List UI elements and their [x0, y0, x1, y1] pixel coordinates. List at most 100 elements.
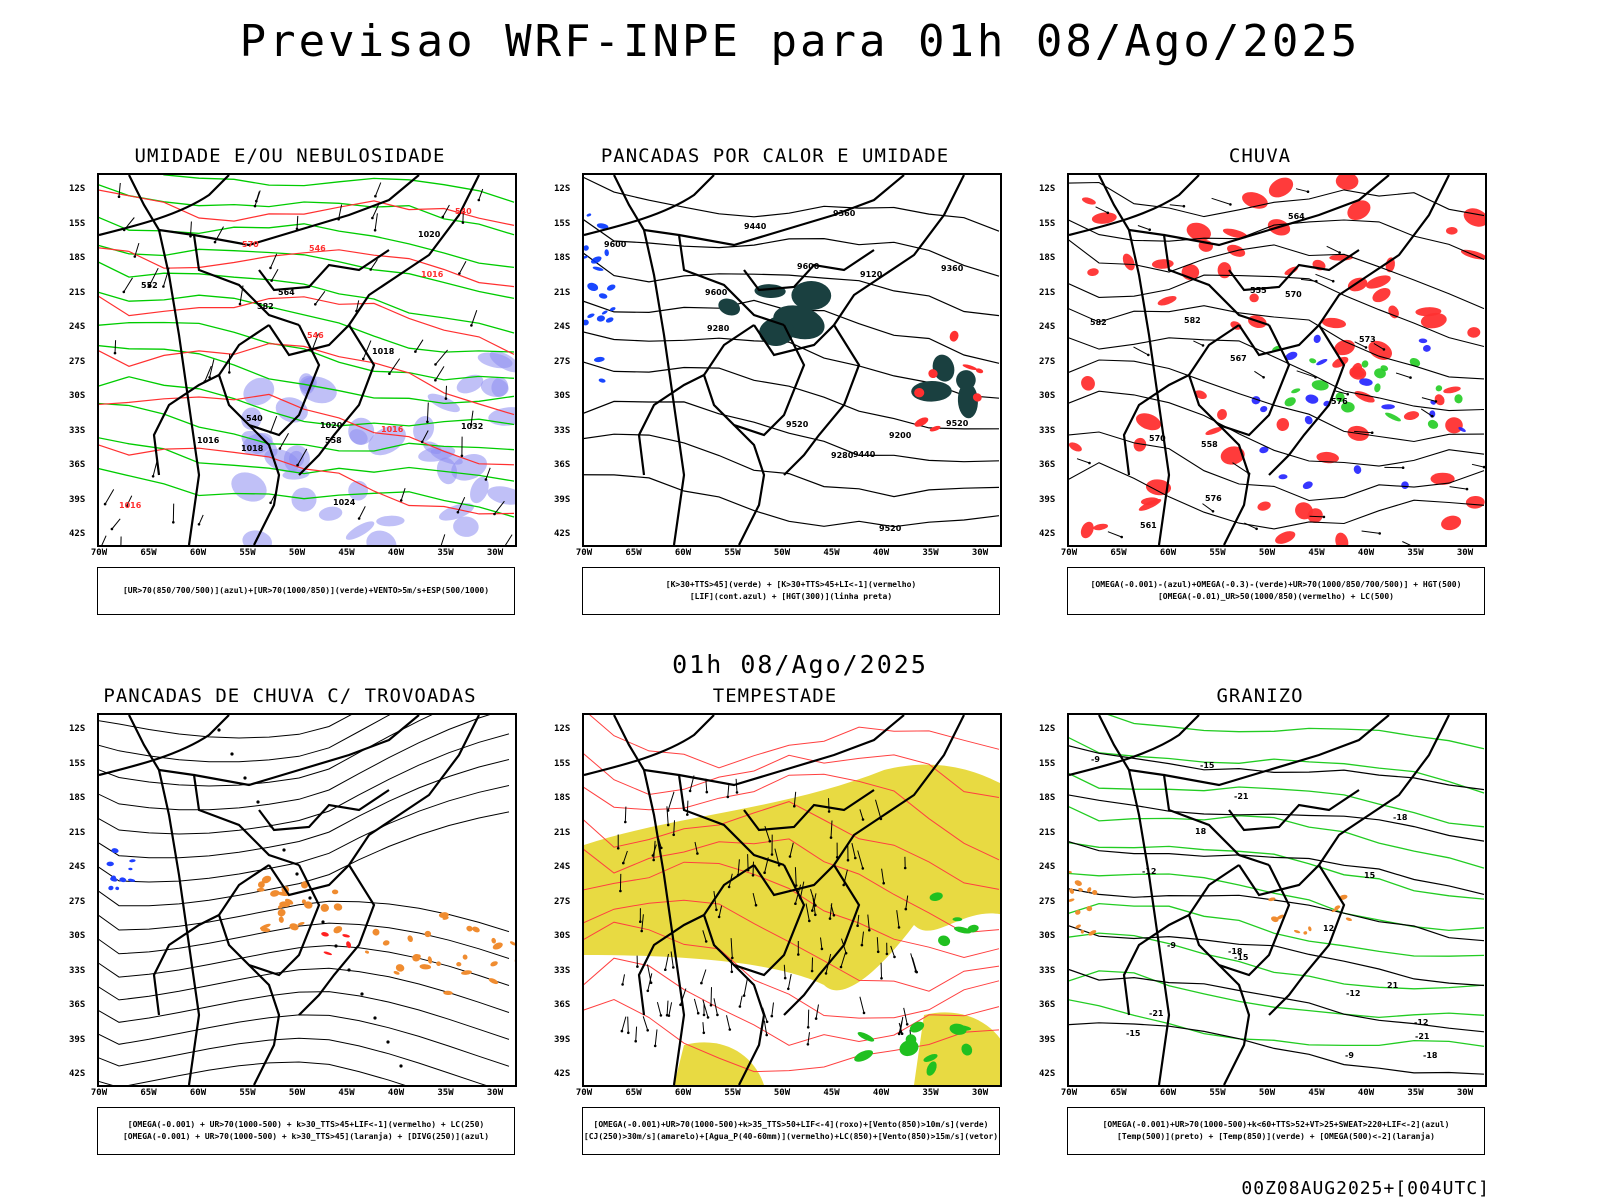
contour-line	[1069, 888, 1485, 942]
shaded-area	[364, 950, 370, 954]
contour-line	[1069, 902, 1485, 957]
lat-tick-label: 27S	[554, 896, 571, 907]
wind-vector-head	[811, 909, 814, 912]
wind-vector	[297, 448, 308, 466]
wind-vector-head	[374, 194, 377, 198]
wind-vector	[647, 964, 652, 983]
lon-tick-label: 45W	[1308, 548, 1325, 558]
legend-line: [OMEGA(-0.01)_UR>50(1000/850)(vermelho) …	[1157, 592, 1394, 601]
lat-tick-label: 36S	[69, 460, 86, 470]
wind-vector-head	[903, 866, 907, 870]
contour-labels: 1016 1016 1018 1020 1016 1016 1018 1020 1032 1024…	[119, 207, 483, 510]
wind-vector-head	[1088, 461, 1091, 465]
contour-line	[1069, 359, 1485, 443]
panel-legend: [K>30+TTS>45](verde) + [K>30+TTS>45+LI<-…	[582, 567, 1000, 615]
wind-vector-head	[621, 983, 624, 986]
shaded-area	[1276, 418, 1290, 431]
shaded-area	[488, 407, 515, 426]
wind-vector	[126, 495, 133, 507]
wind-vector-head	[716, 1013, 719, 1017]
shaded-area	[591, 256, 602, 264]
wind-vector-head	[788, 855, 792, 858]
shaded-area	[1093, 523, 1109, 531]
shaded-area	[259, 923, 271, 930]
contour-line	[99, 295, 515, 355]
wind-vector	[810, 889, 816, 906]
contour-labels: 9600 9600 9600 9520 9520 9520 9440 9440 9360 9360…	[604, 209, 969, 533]
lon-tick-label: 30W	[971, 1088, 989, 1098]
wind-vector-head	[1331, 279, 1335, 283]
wind-vector-head	[827, 810, 831, 813]
wind-vector-head	[897, 1032, 901, 1036]
shaded-area	[492, 942, 503, 950]
wind-vector	[727, 783, 730, 797]
wind-vector	[794, 867, 797, 886]
contour-value-label: -18	[1423, 1051, 1438, 1060]
wind-vector-head	[702, 1031, 706, 1035]
border-line	[584, 175, 715, 237]
wind-vector-head	[653, 1044, 657, 1048]
lat-tick-label: 12S	[554, 184, 571, 194]
wind-vector-head	[117, 195, 121, 198]
lat-tick-label: 18S	[1039, 793, 1056, 803]
wind-vector	[358, 506, 366, 519]
wind-vector-head	[730, 970, 734, 974]
border-line	[753, 715, 965, 897]
map-frame	[97, 713, 517, 1087]
border-line	[637, 374, 705, 476]
contour-line	[1069, 462, 1485, 530]
border-line	[1098, 175, 1270, 327]
shaded-area	[1217, 262, 1232, 279]
map-canvas: -9-9-9-12-12-12-15-15-15-18-18-18-21-21-…	[1069, 715, 1485, 1085]
contour-value-label: 582	[1184, 316, 1201, 325]
border-line	[1069, 175, 1200, 237]
shaded-area	[956, 370, 976, 391]
contour-line	[1069, 806, 1485, 869]
panel-legend: [UR>70(850/700/500)](azul)+[UR>70(1000/8…	[97, 567, 515, 615]
wind-vector	[118, 182, 121, 197]
wind-vector-head	[470, 324, 473, 327]
wind-vector-head	[460, 454, 464, 458]
wind-vector	[198, 514, 204, 525]
contour-value-label: 546	[309, 244, 326, 253]
shaded-area	[1257, 501, 1271, 511]
shaded-area	[1418, 338, 1428, 344]
shaded-area	[1409, 357, 1421, 367]
shaded-area	[1347, 200, 1371, 221]
panel-legend: [OMEGA(-0.001)+UR>70(1000-500)+k<60+TTS>…	[1067, 1107, 1485, 1155]
shaded-area	[967, 924, 979, 933]
wind-vector-head	[717, 915, 721, 919]
lat-tick-label: 15S	[69, 758, 86, 769]
wind-vector	[148, 267, 159, 287]
wind-vector-head	[371, 216, 374, 220]
contour-line	[1107, 715, 1485, 750]
wind-vector-head	[640, 929, 643, 933]
streamline	[99, 967, 510, 1013]
lon-tick-label: 60W	[674, 1088, 692, 1098]
shaded-area	[932, 354, 955, 382]
shaded-area	[1353, 465, 1362, 474]
wind-vector	[635, 1026, 638, 1042]
wind-vector	[763, 1020, 768, 1036]
streamline-arrow	[399, 1064, 403, 1068]
lon-tick-label: 60W	[189, 1088, 207, 1098]
wind-vector-head	[672, 966, 675, 969]
border-line	[613, 175, 785, 327]
border-line	[152, 374, 220, 476]
border-line	[1228, 249, 1360, 292]
forecast-time-title: 01h 08/Ago/2025	[672, 650, 928, 679]
wind-vector-head	[702, 1013, 706, 1017]
shaded-area	[949, 1023, 967, 1035]
lat-tick-label: 39S	[554, 494, 571, 505]
shaded-area	[1345, 917, 1352, 922]
shaded-area	[1403, 411, 1420, 421]
wind-vector	[875, 799, 882, 820]
wind-vector	[311, 333, 319, 351]
wind-vector-head	[666, 823, 670, 827]
wind-vector	[905, 895, 909, 910]
wind-vector-head	[665, 1013, 669, 1017]
contour-line	[99, 468, 515, 518]
map-layer	[584, 715, 1000, 1085]
border-line	[637, 914, 705, 1016]
border-line	[1098, 715, 1270, 867]
